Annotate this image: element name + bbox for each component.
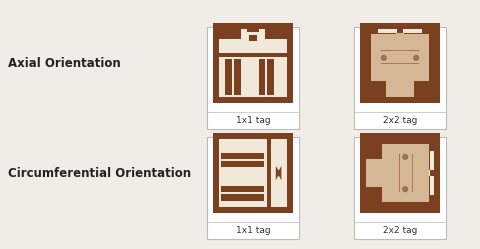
Text: 2x2 tag: 2x2 tag	[383, 226, 417, 235]
Bar	[218, 58, 288, 97]
Circle shape	[403, 187, 408, 191]
Bar	[221, 186, 264, 192]
Bar	[234, 60, 240, 95]
Bar	[247, 29, 259, 32]
Polygon shape	[278, 166, 281, 180]
Circle shape	[382, 56, 386, 60]
Bar	[430, 170, 435, 176]
Bar	[397, 33, 403, 39]
Bar	[371, 34, 429, 81]
Bar	[396, 33, 404, 34]
Bar	[381, 63, 419, 64]
Bar	[221, 194, 264, 200]
Bar	[412, 154, 413, 192]
Bar	[207, 27, 299, 129]
Bar	[213, 133, 293, 213]
Bar	[360, 23, 440, 103]
Bar	[354, 137, 446, 239]
Bar	[386, 80, 414, 97]
Bar	[213, 23, 293, 103]
Bar	[381, 50, 419, 51]
Bar	[226, 60, 232, 95]
Bar	[249, 35, 257, 41]
Bar	[221, 161, 264, 168]
Bar	[398, 154, 400, 192]
Bar	[424, 170, 430, 176]
Bar	[354, 27, 446, 129]
Bar	[360, 133, 440, 213]
Bar	[267, 60, 274, 95]
Bar	[397, 28, 403, 33]
Bar	[383, 144, 429, 202]
Bar	[259, 60, 265, 95]
Bar	[221, 153, 264, 159]
Bar	[265, 29, 288, 39]
Text: 1x1 tag: 1x1 tag	[236, 116, 270, 124]
Circle shape	[403, 154, 408, 159]
Bar	[366, 159, 383, 187]
Bar	[218, 139, 266, 207]
Circle shape	[277, 170, 280, 173]
Bar	[378, 29, 422, 33]
Text: 1x1 tag: 1x1 tag	[236, 226, 270, 235]
Circle shape	[414, 56, 419, 60]
Text: 2x2 tag: 2x2 tag	[383, 116, 417, 124]
Bar	[430, 151, 434, 195]
Circle shape	[277, 173, 280, 176]
Polygon shape	[276, 166, 278, 180]
Bar	[218, 29, 288, 53]
Bar	[218, 29, 240, 39]
Text: Axial Orientation: Axial Orientation	[8, 57, 121, 69]
Bar	[271, 139, 288, 207]
Bar	[207, 137, 299, 239]
Text: Circumferential Orientation: Circumferential Orientation	[8, 167, 191, 180]
